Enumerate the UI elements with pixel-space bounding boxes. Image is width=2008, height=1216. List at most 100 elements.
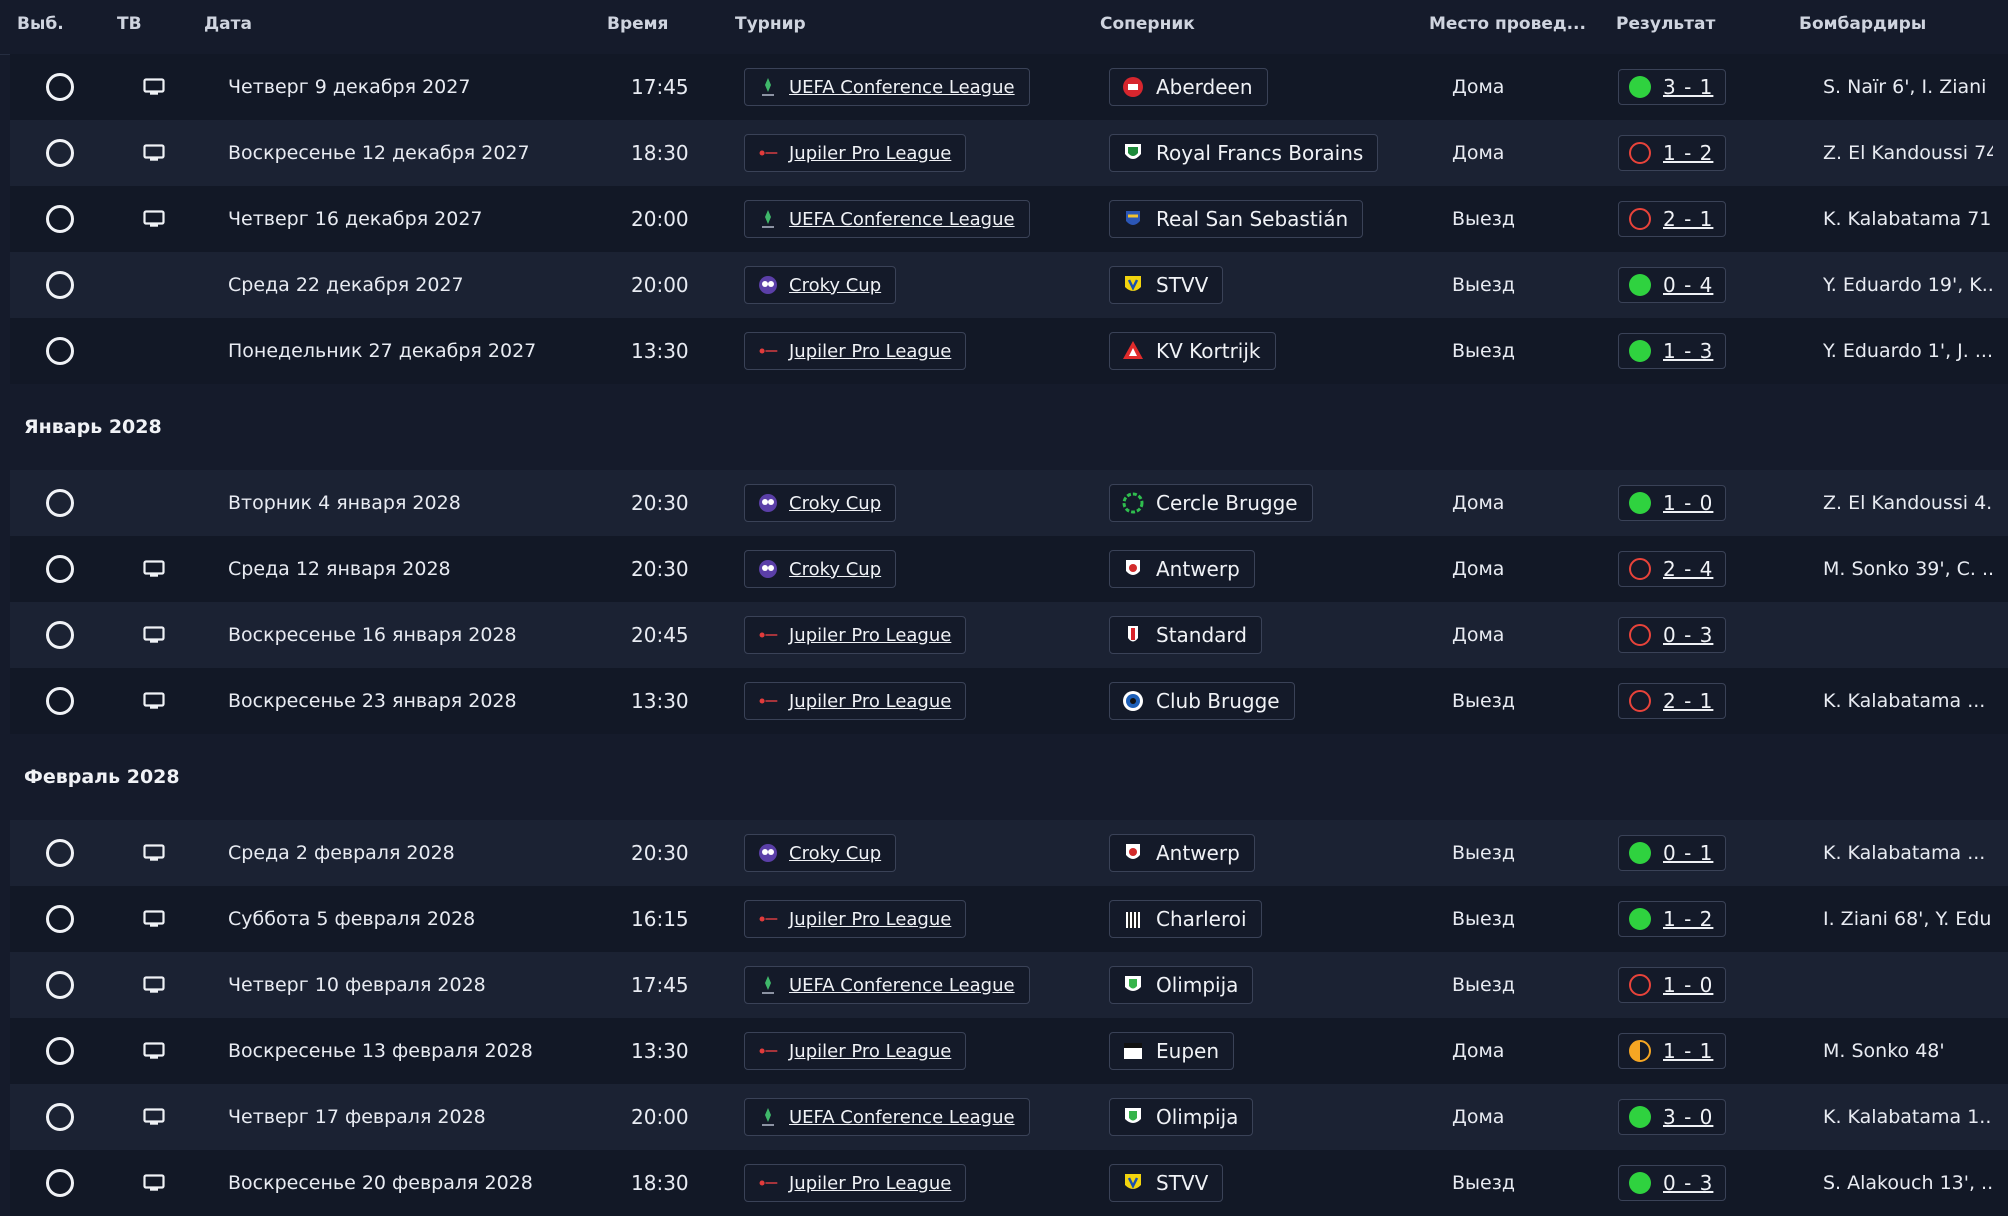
competition-name[interactable]: Croky Cup (789, 842, 882, 864)
match-score[interactable]: 1 - 2 (1663, 141, 1714, 165)
opponent-link[interactable]: STVV (1109, 266, 1224, 304)
competition-name[interactable]: Croky Cup (789, 492, 882, 514)
select-radio[interactable] (46, 1084, 74, 1150)
competition-link[interactable]: UEFA Conference League (744, 966, 1030, 1004)
opponent-link[interactable]: Olimpija (1109, 1098, 1254, 1136)
select-radio[interactable] (46, 318, 74, 384)
competition-link[interactable]: Jupiler Pro League (744, 332, 967, 370)
competition-name[interactable]: Jupiler Pro League (789, 624, 952, 646)
result-link[interactable]: 1 - 1 (1618, 1033, 1727, 1069)
result-link[interactable]: 0 - 3 (1618, 617, 1727, 653)
select-radio[interactable] (46, 1018, 74, 1084)
result-link[interactable]: 0 - 1 (1618, 835, 1727, 871)
result-link[interactable]: 1 - 2 (1618, 901, 1727, 937)
opponent-link[interactable]: Olimpija (1109, 966, 1254, 1004)
competition-link[interactable]: UEFA Conference League (744, 1098, 1030, 1136)
result-link[interactable]: 0 - 3 (1618, 1165, 1727, 1201)
result-link[interactable]: 1 - 2 (1618, 135, 1727, 171)
opponent-link[interactable]: Cercle Brugge (1109, 484, 1313, 522)
result-link[interactable]: 3 - 1 (1618, 69, 1727, 105)
select-radio[interactable] (46, 470, 74, 536)
competition-link[interactable]: UEFA Conference League (744, 200, 1030, 238)
competition-link[interactable]: Jupiler Pro League (744, 134, 967, 172)
match-score[interactable]: 2 - 1 (1663, 689, 1714, 713)
opponent-link[interactable]: STVV (1109, 1164, 1224, 1202)
select-radio[interactable] (46, 668, 74, 734)
match-score[interactable]: 3 - 0 (1663, 1105, 1714, 1129)
result-link[interactable]: 0 - 4 (1618, 267, 1727, 303)
competition-link[interactable]: Croky Cup (744, 266, 897, 304)
result-link[interactable]: 2 - 1 (1618, 201, 1727, 237)
match-score[interactable]: 2 - 4 (1663, 557, 1714, 581)
competition-name[interactable]: Jupiler Pro League (789, 690, 952, 712)
header-opponent[interactable]: Соперник (1100, 14, 1195, 34)
competition-link[interactable]: Jupiler Pro League (744, 1032, 967, 1070)
match-score[interactable]: 1 - 0 (1663, 491, 1714, 515)
match-score[interactable]: 1 - 1 (1663, 1039, 1714, 1063)
match-score[interactable]: 1 - 0 (1663, 973, 1714, 997)
competition-name[interactable]: UEFA Conference League (789, 208, 1015, 230)
select-radio[interactable] (46, 252, 74, 318)
header-scorers[interactable]: Бомбардиры (1799, 14, 1927, 34)
competition-name[interactable]: Jupiler Pro League (789, 142, 952, 164)
header-venue[interactable]: Место провед... (1429, 14, 1586, 34)
opponent-link[interactable]: Club Brugge (1109, 682, 1295, 720)
opponent-link[interactable]: Antwerp (1109, 550, 1255, 588)
competition-link[interactable]: Croky Cup (744, 550, 897, 588)
opponent-link[interactable]: Royal Francs Borains (1109, 134, 1379, 172)
header-time[interactable]: Время (607, 14, 669, 34)
result-link[interactable]: 3 - 0 (1618, 1099, 1727, 1135)
competition-name[interactable]: Croky Cup (789, 558, 882, 580)
competition-link[interactable]: Croky Cup (744, 834, 897, 872)
table-row[interactable]: Воскресенье 12 декабря 2027 18:30 Jupiler … (10, 120, 2008, 186)
competition-name[interactable]: UEFA Conference League (789, 76, 1015, 98)
table-row[interactable]: Воскресенье 13 февраля 2028 13:30 Jupiler … (10, 1018, 2008, 1084)
select-radio[interactable] (46, 602, 74, 668)
competition-name[interactable]: Jupiler Pro League (789, 1172, 952, 1194)
header-result[interactable]: Результат (1616, 14, 1716, 34)
competition-name[interactable]: Croky Cup (789, 274, 882, 296)
header-date[interactable]: Дата (204, 14, 252, 34)
table-row[interactable]: Среда 22 декабря 2027 20:00 Croky Cup STVV В… (10, 252, 2008, 318)
opponent-link[interactable]: Charleroi (1109, 900, 1262, 938)
header-tv[interactable]: ТВ (117, 14, 142, 34)
table-row[interactable]: Четверг 9 декабря 2027 17:45 UEFA Conferen… (10, 54, 2008, 120)
select-radio[interactable] (46, 820, 74, 886)
table-row[interactable]: Понедельник 27 декабря 2027 13:30 Jupiler … (10, 318, 2008, 384)
match-score[interactable]: 0 - 3 (1663, 623, 1714, 647)
header-competition[interactable]: Турнир (735, 14, 806, 34)
table-row[interactable]: Воскресенье 20 февраля 2028 18:30 Jupiler … (10, 1150, 2008, 1216)
table-row[interactable]: Воскресенье 16 января 2028 20:45 Jupiler P… (10, 602, 2008, 668)
opponent-link[interactable]: Antwerp (1109, 834, 1255, 872)
match-score[interactable]: 0 - 1 (1663, 841, 1714, 865)
competition-name[interactable]: Jupiler Pro League (789, 340, 952, 362)
result-link[interactable]: 2 - 4 (1618, 551, 1727, 587)
opponent-link[interactable]: Real San Sebastián (1109, 200, 1364, 238)
table-row[interactable]: Четверг 17 февраля 2028 20:00 UEFA Confere… (10, 1084, 2008, 1150)
header-select[interactable]: Выб. (17, 14, 64, 34)
match-score[interactable]: 0 - 3 (1663, 1171, 1714, 1195)
competition-link[interactable]: Jupiler Pro League (744, 682, 967, 720)
table-row[interactable]: Четверг 10 февраля 2028 17:45 UEFA Confere… (10, 952, 2008, 1018)
table-row[interactable]: Суббота 5 февраля 2028 16:15 Jupiler Pro L… (10, 886, 2008, 952)
competition-link[interactable]: Croky Cup (744, 484, 897, 522)
match-score[interactable]: 1 - 3 (1663, 339, 1714, 363)
opponent-link[interactable]: Standard (1109, 616, 1262, 654)
competition-name[interactable]: Jupiler Pro League (789, 908, 952, 930)
select-radio[interactable] (46, 952, 74, 1018)
table-row[interactable]: Воскресенье 23 января 2028 13:30 Jupiler P… (10, 668, 2008, 734)
select-radio[interactable] (46, 54, 74, 120)
select-radio[interactable] (46, 1150, 74, 1216)
competition-link[interactable]: Jupiler Pro League (744, 900, 967, 938)
match-score[interactable]: 0 - 4 (1663, 273, 1714, 297)
result-link[interactable]: 1 - 0 (1618, 967, 1727, 1003)
match-score[interactable]: 3 - 1 (1663, 75, 1714, 99)
result-link[interactable]: 1 - 0 (1618, 485, 1727, 521)
competition-name[interactable]: UEFA Conference League (789, 1106, 1015, 1128)
opponent-link[interactable]: Eupen (1109, 1032, 1234, 1070)
match-score[interactable]: 1 - 2 (1663, 907, 1714, 931)
table-row[interactable]: Вторник 4 января 2028 20:30 Croky Cup Cercl… (10, 470, 2008, 536)
table-row[interactable]: Среда 12 января 2028 20:30 Croky Cup Antwer… (10, 536, 2008, 602)
result-link[interactable]: 1 - 3 (1618, 333, 1727, 369)
opponent-link[interactable]: KV Kortrijk (1109, 332, 1276, 370)
